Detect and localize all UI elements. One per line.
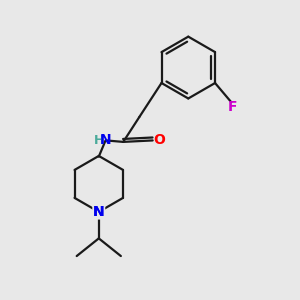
Text: O: O bbox=[153, 134, 165, 147]
Circle shape bbox=[94, 207, 104, 217]
Text: N: N bbox=[100, 134, 111, 147]
Text: N: N bbox=[93, 205, 105, 219]
Text: F: F bbox=[228, 100, 238, 114]
Text: H: H bbox=[94, 134, 104, 147]
Text: N: N bbox=[93, 205, 105, 219]
